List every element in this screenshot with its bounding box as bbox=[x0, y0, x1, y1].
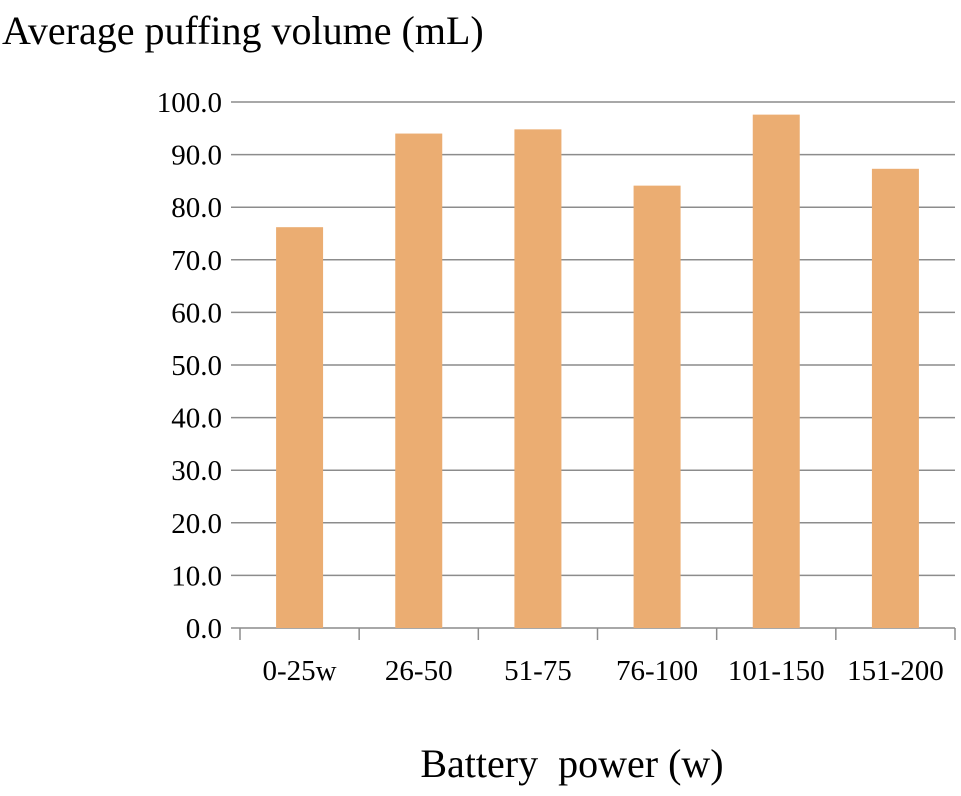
y-tick-label: 60.0 bbox=[171, 297, 222, 329]
y-tick-label: 80.0 bbox=[171, 192, 222, 224]
x-axis bbox=[239, 628, 956, 640]
y-tick-label: 30.0 bbox=[171, 455, 222, 487]
y-tick-label: 70.0 bbox=[171, 245, 222, 277]
bar-151-200 bbox=[871, 168, 919, 628]
x-tick-label: 26-50 bbox=[385, 655, 453, 687]
y-tick-label: 40.0 bbox=[171, 403, 222, 435]
y-tick-label: 100.0 bbox=[157, 87, 222, 119]
bar-26-50 bbox=[395, 133, 443, 628]
x-tick-label: 0-25w bbox=[263, 655, 337, 687]
y-axis-tick-labels: 0.0 10.0 20.0 30.0 40.0 50.0 60.0 70.0 80.0 90.0 1… bbox=[157, 87, 222, 645]
x-axis-tick-labels: 0-25w 26-50 51-75 76-100 101-150 151-200 bbox=[263, 655, 944, 687]
y-tick-label: 0.0 bbox=[186, 613, 222, 645]
bars bbox=[276, 114, 919, 629]
y-axis-title: Average puffing volume (mL) bbox=[2, 8, 484, 53]
y-tick-label: 10.0 bbox=[171, 560, 222, 592]
x-tick-label: 76-100 bbox=[616, 655, 698, 687]
y-tick-label: 20.0 bbox=[171, 508, 222, 540]
bar-51-75 bbox=[514, 129, 562, 629]
x-axis-title: Battery power (w) bbox=[420, 741, 723, 786]
y-tick-label: 90.0 bbox=[171, 140, 222, 172]
gridlines bbox=[231, 101, 955, 629]
x-tick-label: 151-200 bbox=[847, 655, 944, 687]
bar-101-150 bbox=[752, 114, 800, 628]
bar-76-100 bbox=[633, 185, 681, 628]
x-tick-label: 51-75 bbox=[504, 655, 572, 687]
x-tick-label: 101-150 bbox=[728, 655, 825, 687]
y-tick-label: 50.0 bbox=[171, 350, 222, 382]
bar-0-25w bbox=[276, 227, 324, 629]
